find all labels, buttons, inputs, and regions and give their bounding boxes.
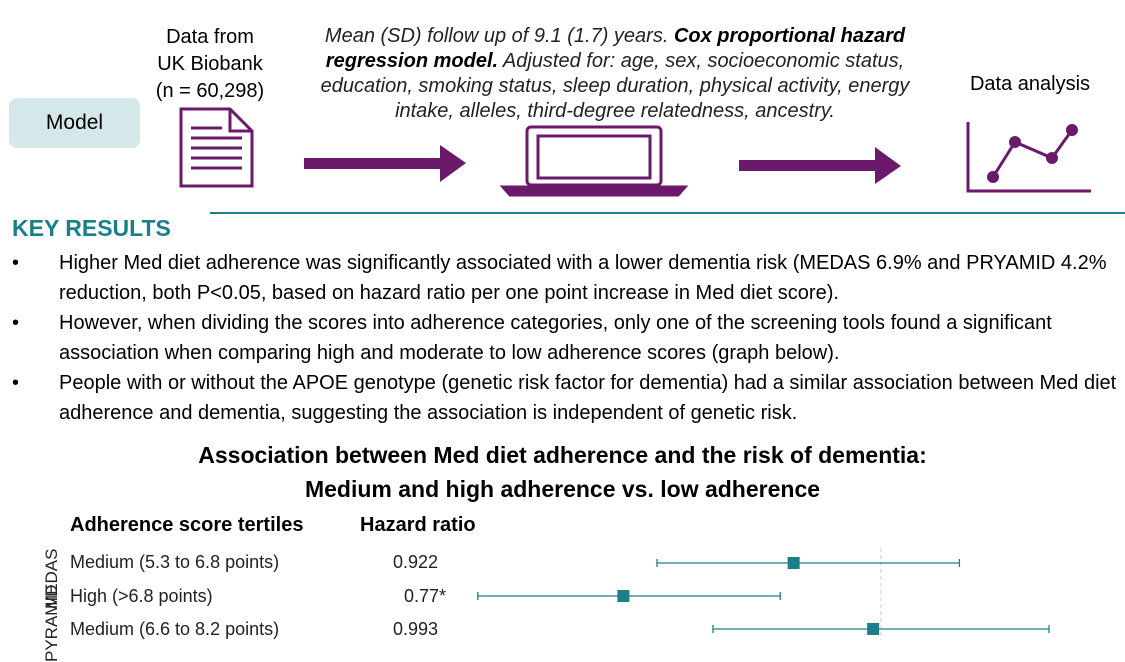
- data-source-text: Data from UK Biobank (n = 60,298): [140, 24, 280, 105]
- model-label: Model: [45, 111, 104, 134]
- bullet-dot: •: [12, 372, 20, 394]
- hazard-ratio-point: [867, 623, 880, 635]
- hazard-ratio-point: [787, 557, 800, 569]
- bullet-dot: •: [12, 312, 20, 334]
- group-label-pyramid: PYRAMID: [42, 584, 61, 662]
- source-line-2: UK Biobank: [157, 53, 263, 75]
- row-label: Medium (5.3 to 6.8 points): [70, 552, 280, 572]
- method-adjustments: Adjusted for: age, sex, socioeconomic st…: [320, 50, 910, 122]
- key-results-list: • Higher Med diet adherence was signific…: [12, 248, 1122, 428]
- line-chart-icon: [966, 122, 1091, 193]
- row-label: High (>6.8 points): [70, 586, 213, 606]
- result-bullet-3: • People with or without the APOE genoty…: [12, 368, 1122, 428]
- forest-plot-marks: [477, 557, 1050, 635]
- hazard-ratio-point: [617, 590, 630, 602]
- diagram-graphics: [179, 107, 1091, 640]
- chart-title: Association between Med diet adherence a…: [0, 438, 1125, 506]
- model-badge: Model: [9, 98, 140, 148]
- result-bullet-2: • However, when dividing the scores into…: [12, 308, 1122, 368]
- data-analysis-label: Data analysis: [969, 73, 1091, 95]
- document-icon: [179, 107, 254, 188]
- laptop-icon: [499, 125, 689, 197]
- bullet-dot: •: [12, 252, 20, 274]
- arrow-right-icon: [739, 147, 901, 184]
- column-header-hazard-ratio: Hazard ratio: [360, 514, 476, 536]
- chart-title-line-1: Association between Med diet adherence a…: [198, 442, 927, 468]
- row-hazard-ratio: 0.77*: [404, 586, 447, 606]
- result-text-3: People with or without the APOE genotype…: [59, 372, 1117, 424]
- result-bullet-1: • Higher Med diet adherence was signific…: [12, 248, 1122, 308]
- row-hazard-ratio: 0.993: [393, 619, 439, 639]
- key-results-title: KEY RESULTS: [12, 215, 171, 241]
- column-header-tertiles: Adherence score tertiles: [70, 514, 304, 536]
- source-line-1: Data from: [166, 26, 254, 48]
- chart-title-line-2: Medium and high adherence vs. low adhere…: [304, 476, 821, 502]
- method-followup: Mean (SD) follow up of 9.1 (1.7) years.: [324, 25, 674, 47]
- row-hazard-ratio: 0.922: [393, 552, 439, 572]
- divider-line: [210, 212, 1125, 214]
- source-line-3: (n = 60,298): [155, 80, 265, 102]
- row-label: Medium (6.6 to 8.2 points): [70, 619, 280, 639]
- result-text-2: However, when dividing the scores into a…: [59, 312, 1052, 364]
- method-description: Mean (SD) follow up of 9.1 (1.7) years. …: [290, 24, 940, 124]
- arrow-right-icon: [304, 145, 466, 182]
- result-text-1: Higher Med diet adherence was significan…: [59, 252, 1107, 304]
- method-model: Cox proportional hazard regression model…: [325, 25, 906, 72]
